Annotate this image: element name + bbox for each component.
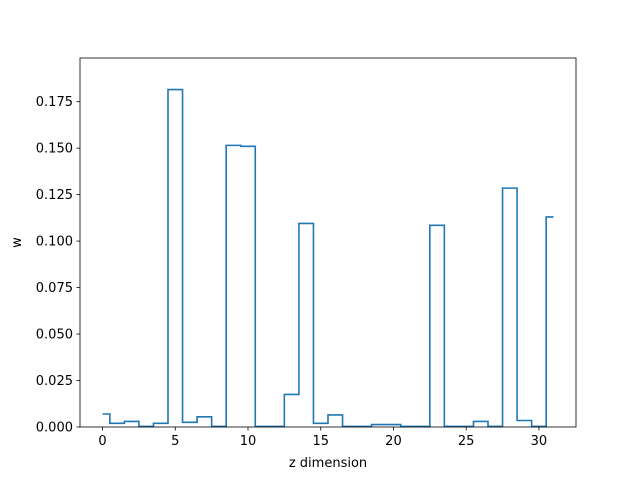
- y-tick-label: 0.050: [36, 328, 73, 343]
- y-tick-label: 0.100: [36, 235, 73, 250]
- x-axis-ticks: 0 5 10 15 20 25 30: [98, 427, 547, 449]
- y-axis-label: w: [10, 237, 25, 248]
- y-tick-label: 0.075: [36, 281, 73, 296]
- series-step-line: [102, 88, 554, 428]
- x-tick-label: 10: [240, 434, 257, 449]
- x-tick-label: 20: [385, 434, 402, 449]
- x-tick-label: 0: [98, 434, 106, 449]
- plot-frame: [79, 57, 577, 428]
- x-tick-label: 5: [171, 434, 179, 449]
- y-tick-label: 0.150: [36, 142, 73, 157]
- y-axis-ticks: 0.000 0.025 0.050 0.075 0.100 0.125 0.150 0.175: [36, 95, 80, 436]
- y-tick-label: 0.125: [36, 188, 73, 203]
- x-axis-label: z dimension: [289, 456, 367, 471]
- x-tick-label: 30: [531, 434, 548, 449]
- y-tick-label: 0.000: [36, 421, 73, 436]
- y-tick-label: 0.175: [36, 95, 73, 110]
- x-tick-label: 15: [312, 434, 329, 449]
- x-tick-label: 25: [458, 434, 475, 449]
- plot-area: [80, 58, 576, 427]
- y-tick-label: 0.025: [36, 374, 73, 389]
